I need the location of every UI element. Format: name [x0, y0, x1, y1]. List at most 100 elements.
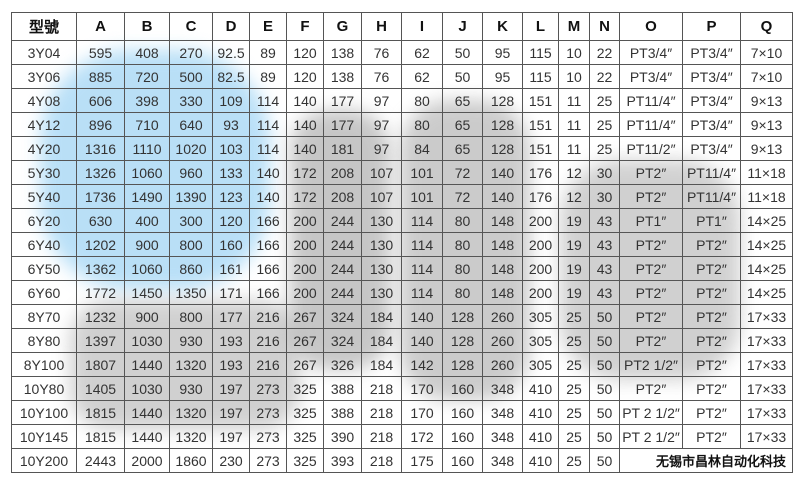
table-cell: PT2″ — [619, 232, 683, 257]
table-cell: 170 — [401, 400, 443, 425]
table-cell: 50 — [589, 448, 620, 473]
table-cell: 140 — [286, 112, 324, 137]
table-cell: 305 — [522, 328, 559, 353]
table-cell: 1060 — [124, 160, 170, 185]
table-cell: 130 — [361, 232, 402, 257]
table-cell: 273 — [249, 424, 287, 449]
table-cell: 148 — [482, 232, 523, 257]
table-row: 6Y60 1772 1450 1350 171 166 200 244 130 114 80 148 2… — [11, 280, 793, 305]
table-cell: 208 — [323, 184, 362, 209]
table-cell: 103 — [212, 136, 250, 161]
table-cell: 930 — [169, 376, 213, 401]
table-cell: 14×25 — [740, 256, 793, 281]
table-cell: 1397 — [76, 328, 125, 353]
model-cell: 5Y40 — [11, 184, 77, 209]
table-cell: 9×13 — [740, 112, 793, 137]
table-row: 6Y20 630 400 300 120 166 200 244 130 114 80 148 200 1… — [11, 208, 793, 233]
table-cell: 300 — [169, 208, 213, 233]
table-cell: PT11/2″ — [619, 136, 683, 161]
table-cell: 260 — [482, 328, 523, 353]
table-cell: 12 — [558, 160, 590, 185]
table-cell: 11 — [558, 88, 590, 113]
table-cell: 62 — [401, 40, 443, 65]
table-cell: 160 — [212, 232, 250, 257]
table-cell: 172 — [401, 424, 443, 449]
column-header: D — [212, 12, 250, 41]
model-cell: 4Y12 — [11, 112, 77, 137]
table-cell: 25 — [558, 376, 590, 401]
table-cell: PT2″ — [619, 184, 683, 209]
table-cell: 11 — [558, 112, 590, 137]
table-cell: 50 — [589, 304, 620, 329]
table-cell: 50 — [589, 328, 620, 353]
table-cell: 95 — [482, 40, 523, 65]
table-cell: 273 — [249, 448, 287, 473]
table-cell: 348 — [482, 424, 523, 449]
table-cell: 200 — [286, 280, 324, 305]
table-cell: PT3/4″ — [619, 64, 683, 89]
table-cell: 7×10 — [740, 40, 793, 65]
column-header: G — [323, 12, 362, 41]
table-row: 3Y04 595 408 270 92.5 89 120 138 76 62 50 95 115 10 22… — [11, 40, 793, 65]
table-cell: 17×33 — [740, 376, 793, 401]
table-cell: 114 — [401, 280, 443, 305]
table-cell: PT11/4″ — [619, 88, 683, 113]
table-cell: 114 — [401, 256, 443, 281]
table-cell: 89 — [249, 40, 287, 65]
table-cell: 65 — [442, 136, 483, 161]
table-cell: PT2″ — [619, 376, 683, 401]
table-cell: 325 — [286, 424, 324, 449]
table-cell: 25 — [558, 352, 590, 377]
table-cell: 114 — [401, 232, 443, 257]
table-cell: 710 — [124, 112, 170, 137]
model-cell: 3Y06 — [11, 64, 77, 89]
table-cell: 80 — [442, 280, 483, 305]
model-cell: 5Y30 — [11, 160, 77, 185]
table-cell: 193 — [212, 352, 250, 377]
table-cell: 244 — [323, 280, 362, 305]
table-cell: 896 — [76, 112, 125, 137]
table-cell: 130 — [361, 208, 402, 233]
table-cell: 114 — [401, 208, 443, 233]
table-cell: 193 — [212, 328, 250, 353]
table-cell: 2443 — [76, 448, 125, 473]
table-cell: 65 — [442, 112, 483, 137]
model-cell: 6Y50 — [11, 256, 77, 281]
table-cell: 142 — [401, 352, 443, 377]
table-row: 10Y100 1815 1440 1320 197 273 325 388 218 170 160 3… — [11, 400, 793, 425]
table-cell: 9×13 — [740, 136, 793, 161]
table-cell: 325 — [286, 376, 324, 401]
table-cell: 114 — [249, 88, 287, 113]
table-cell: PT1″ — [619, 208, 683, 233]
table-cell: 800 — [169, 304, 213, 329]
table-cell: 128 — [442, 328, 483, 353]
table-cell: 140 — [482, 160, 523, 185]
table-cell: 160 — [442, 376, 483, 401]
company-name: 无锡市昌林自动化科技 — [619, 448, 793, 473]
table-cell: 200 — [286, 232, 324, 257]
table-cell: 148 — [482, 280, 523, 305]
table-cell: 14×25 — [740, 232, 793, 257]
table-cell: 175 — [401, 448, 443, 473]
model-cell: 8Y80 — [11, 328, 77, 353]
table-cell: 82.5 — [212, 64, 250, 89]
table-cell: 230 — [212, 448, 250, 473]
table-cell: 1390 — [169, 184, 213, 209]
table-cell: 1320 — [169, 352, 213, 377]
table-cell: 200 — [522, 208, 559, 233]
table-cell: 184 — [361, 304, 402, 329]
model-cell: 4Y20 — [11, 136, 77, 161]
table-cell: PT2″ — [682, 424, 741, 449]
table-cell: 1440 — [124, 352, 170, 377]
column-header: E — [249, 12, 287, 41]
table-cell: PT3/4″ — [682, 112, 741, 137]
table-cell: 12 — [558, 184, 590, 209]
table-cell: 25 — [558, 400, 590, 425]
column-header: H — [361, 12, 402, 41]
table-cell: 17×33 — [740, 328, 793, 353]
table-cell: 244 — [323, 256, 362, 281]
table-row: 4Y08 606 398 330 109 114 140 177 97 80 65 128 151 11 2… — [11, 88, 793, 113]
table-cell: 1020 — [169, 136, 213, 161]
table-cell: 330 — [169, 88, 213, 113]
table-cell: 273 — [249, 400, 287, 425]
